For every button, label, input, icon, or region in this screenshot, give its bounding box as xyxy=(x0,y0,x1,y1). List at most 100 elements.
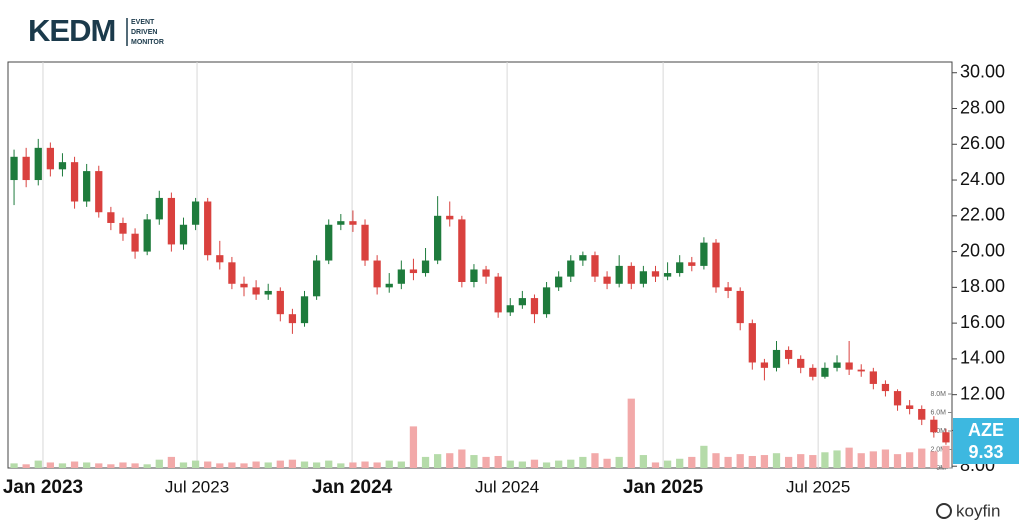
candle-body xyxy=(760,362,769,368)
candle-body xyxy=(46,147,54,170)
volume-bars xyxy=(10,398,950,468)
y-tick-label: 12.00 xyxy=(960,383,1005,403)
volume-bar xyxy=(482,456,490,468)
volume-bar xyxy=(312,462,321,468)
candle-body xyxy=(349,221,357,225)
candle-body xyxy=(930,419,938,433)
y-tick-label: 26.00 xyxy=(960,133,1005,153)
candle-body xyxy=(712,242,720,288)
volume-bar xyxy=(712,453,720,468)
candle-body xyxy=(385,283,393,288)
candle-body xyxy=(337,221,345,225)
candle-body xyxy=(494,276,502,313)
volume-bar xyxy=(434,454,442,468)
volume-bar xyxy=(748,455,756,468)
candle-body xyxy=(264,290,272,295)
volume-bar xyxy=(784,456,793,468)
volume-bar xyxy=(22,464,30,468)
volume-bar xyxy=(530,459,539,468)
volume-bar xyxy=(518,461,526,468)
candle-body xyxy=(821,367,829,377)
x-tick-label: Jul 2023 xyxy=(165,477,229,496)
candle-body xyxy=(748,323,756,363)
volume-bar xyxy=(143,464,151,468)
volume-bar xyxy=(446,453,454,468)
candle-body xyxy=(373,260,381,288)
brand: koyfin xyxy=(956,501,1000,520)
plot-frame xyxy=(7,61,953,469)
candle-body xyxy=(639,271,648,284)
volume-bar xyxy=(264,462,272,468)
candle-body xyxy=(191,201,200,225)
candle-body xyxy=(845,362,853,370)
volume-bar xyxy=(663,460,672,468)
candle-body xyxy=(797,358,805,368)
candle-body xyxy=(530,298,539,315)
volume-bar xyxy=(555,460,563,468)
candle-body xyxy=(555,276,563,288)
volume-bar xyxy=(736,454,744,468)
candle-body xyxy=(325,224,333,261)
volume-bar xyxy=(494,455,502,468)
volume-bar xyxy=(458,449,466,468)
candle-body xyxy=(906,405,914,409)
candle-body xyxy=(361,224,369,261)
volume-bar xyxy=(506,460,514,468)
candle-body xyxy=(240,283,248,288)
volume-bar xyxy=(216,463,224,468)
volume-bar xyxy=(845,447,853,468)
volume-bar xyxy=(833,450,841,468)
candle-body xyxy=(276,290,284,315)
candle-body xyxy=(518,298,526,306)
y-tick-label: 30.00 xyxy=(960,61,1005,81)
volume-bar xyxy=(58,463,67,468)
volume-bar xyxy=(470,455,478,468)
volume-bar xyxy=(204,461,212,468)
x-tick-label: Jul 2025 xyxy=(786,477,850,496)
x-tick-label: Jan 2024 xyxy=(312,477,393,498)
candle-body xyxy=(83,171,91,202)
volume-bar xyxy=(821,452,829,468)
volume-bar xyxy=(542,462,551,468)
candle-body xyxy=(252,287,260,295)
volume-bar xyxy=(83,462,91,468)
candle-body xyxy=(881,383,890,392)
brand-icon xyxy=(936,503,952,519)
volume-bar xyxy=(70,461,79,468)
y2-tick-label: 2.0M xyxy=(930,446,946,453)
candle-body xyxy=(809,367,817,377)
last-price: 9.33 xyxy=(968,442,1003,462)
candle-body xyxy=(603,276,611,284)
candle-body xyxy=(724,287,732,291)
candle-body xyxy=(688,262,696,266)
volume-bar xyxy=(240,463,248,468)
candle-body xyxy=(542,287,551,315)
candle-body xyxy=(857,369,865,372)
volume-bar xyxy=(397,461,405,468)
volume-bar xyxy=(676,458,684,468)
volume-bar xyxy=(337,463,345,468)
volume-bar xyxy=(167,456,176,468)
volume-bar xyxy=(34,460,42,468)
candle-body xyxy=(506,305,514,313)
volume-bar xyxy=(700,445,708,468)
volume-bar xyxy=(361,461,369,468)
candle-body xyxy=(784,349,793,359)
volume-bar xyxy=(603,458,611,468)
ticker-label: AZE xyxy=(968,420,1004,440)
x-tick-label: Jul 2024 xyxy=(475,477,539,496)
volume-bar xyxy=(385,460,393,468)
candle-body xyxy=(119,222,127,234)
candle-body xyxy=(663,273,672,277)
candle-body xyxy=(288,314,297,324)
candle-body xyxy=(772,349,781,368)
volume-bar xyxy=(119,462,127,468)
y2-tick-label: 8.0M xyxy=(930,391,946,398)
candle-body xyxy=(34,147,42,181)
volume-bar xyxy=(651,462,660,468)
volume-bar xyxy=(288,459,297,468)
y2-tick-label: 0M xyxy=(936,465,946,472)
candle-body xyxy=(869,371,877,384)
volume-bar xyxy=(131,463,139,468)
volume-bar xyxy=(228,462,236,468)
